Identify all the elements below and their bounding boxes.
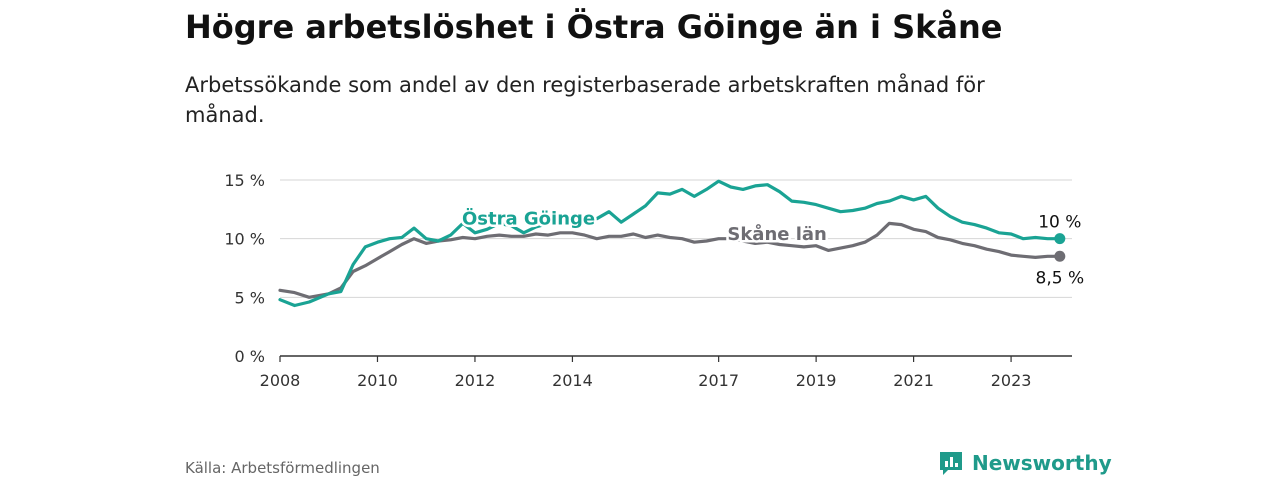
series-label-ostra-goinge: Östra Göinge (462, 208, 595, 230)
x-tick-label: 2010 (357, 371, 398, 390)
end-point-ostra-goinge (1054, 233, 1066, 245)
end-label-skane-lan: 8,5 % (1036, 268, 1085, 288)
chart-title: Högre arbetslöshet i Östra Göinge än i S… (185, 8, 1003, 46)
source-note: Källa: Arbetsförmedlingen (185, 459, 380, 477)
series-line-ostra-goinge (278, 179, 1062, 308)
y-tick-label: 15 % (224, 171, 265, 190)
x-tick-label: 2008 (260, 371, 301, 390)
series-line-skane-lan (278, 221, 1062, 299)
brand-name: Newsworthy (972, 451, 1112, 475)
x-tick-label: 2012 (455, 371, 496, 390)
series-label-skane-lan: Skåne län (727, 223, 827, 245)
x-tick-label: 2014 (552, 371, 593, 390)
x-tick-label: 2021 (893, 371, 934, 390)
series-lines (278, 179, 1066, 308)
x-tick-label: 2017 (698, 371, 739, 390)
newsworthy-logo-icon (940, 452, 962, 475)
y-tick-label: 10 % (224, 230, 265, 249)
y-tick-label: 0 % (235, 347, 265, 366)
brand-logo: Newsworthy (938, 450, 1112, 476)
end-label-ostra-goinge: 10 % (1038, 213, 1081, 233)
y-tick-label: 5 % (235, 288, 265, 307)
x-tick-label: 2023 (991, 371, 1032, 390)
end-point-skane-lan (1054, 250, 1066, 262)
chart-subtitle: Arbetssökande som andel av den registerb… (185, 73, 985, 127)
axes: 0 % 5 % 10 % 15 % 2008 2010 2012 2014 2017 2019 20… (224, 171, 1072, 390)
series-labels: 10 % 8,5 % Östra Göinge Skåne län (459, 205, 1085, 288)
x-tick-label: 2019 (796, 371, 837, 390)
